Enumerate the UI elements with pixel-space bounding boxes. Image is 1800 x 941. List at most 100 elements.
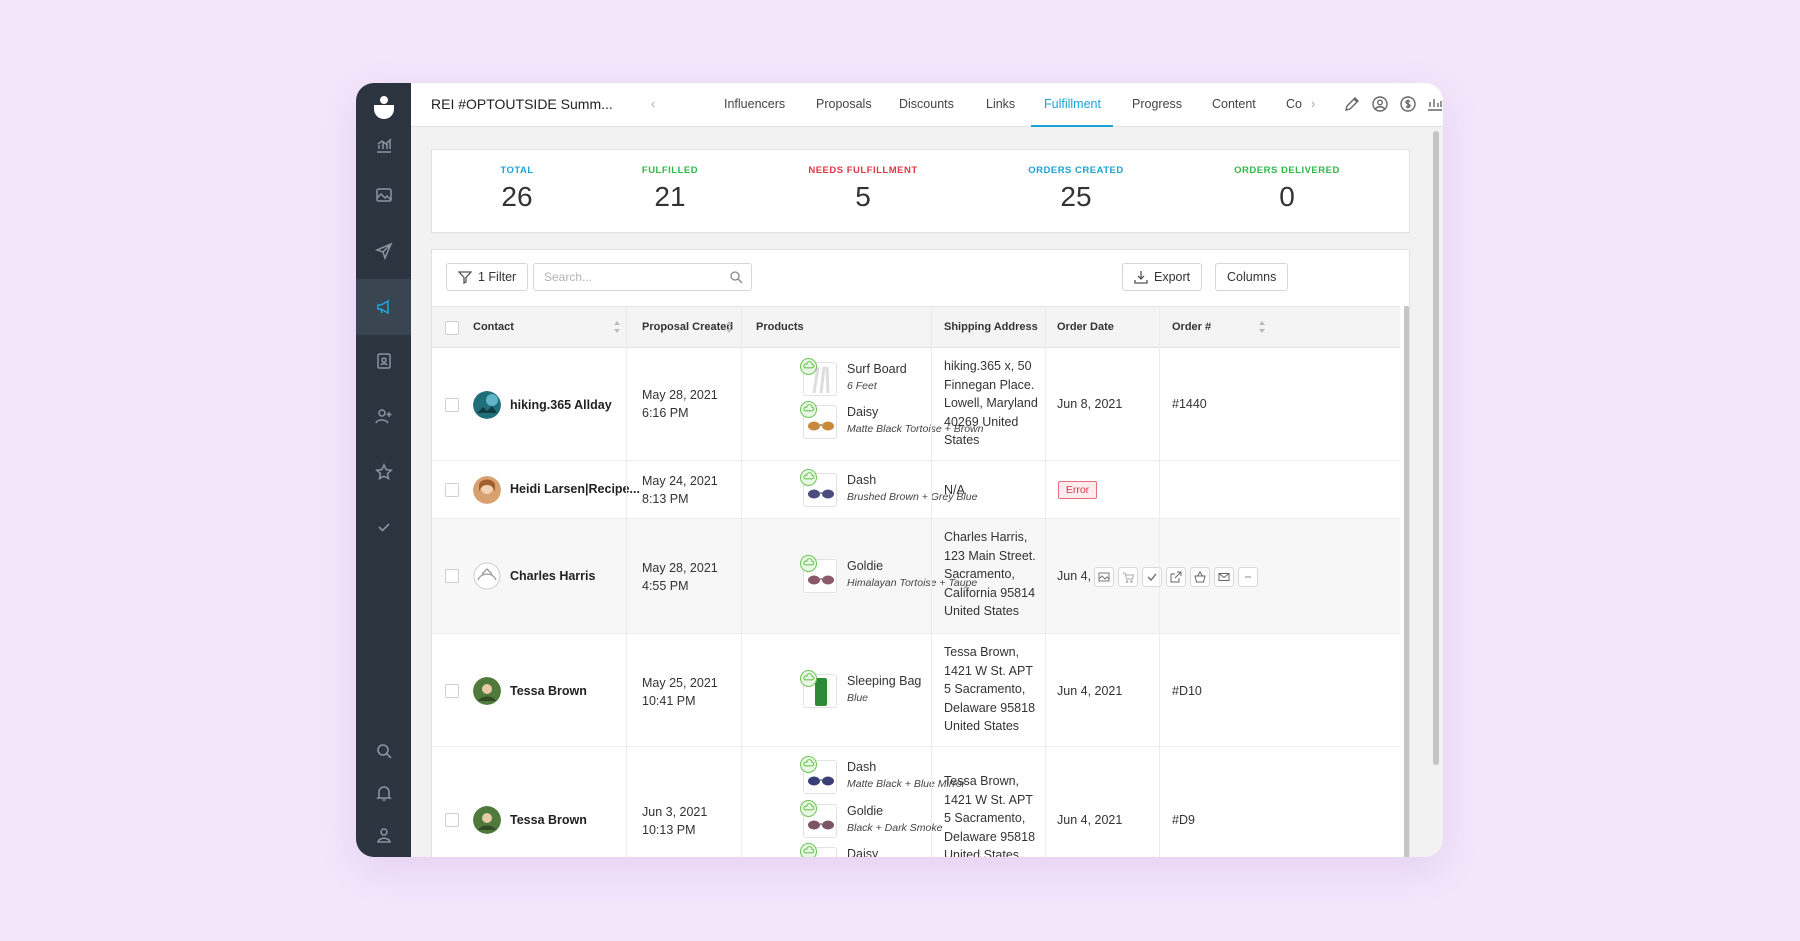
column-header-order-date[interactable]: Order Date bbox=[1057, 321, 1114, 333]
page-scrollbar-thumb[interactable] bbox=[1433, 131, 1439, 765]
stat-label: ORDERS DELIVERED bbox=[1234, 165, 1340, 176]
image-icon[interactable] bbox=[356, 170, 411, 220]
proposal-date: May 28, 2021 bbox=[642, 561, 718, 575]
error-badge[interactable]: Error bbox=[1058, 481, 1097, 499]
tab-progress[interactable]: Progress bbox=[1132, 97, 1183, 111]
table-row[interactable]: Charles Harris May 28, 2021 4:55 PM Gold… bbox=[432, 519, 1400, 634]
contact-name[interactable]: Tessa Brown bbox=[510, 813, 587, 827]
row-checkbox[interactable] bbox=[445, 684, 459, 698]
user-icon[interactable] bbox=[356, 810, 411, 857]
tabs-scroll-right-icon[interactable]: › bbox=[1311, 96, 1316, 111]
campaign-title[interactable]: REI #OPTOUTSIDE Summ... bbox=[431, 96, 613, 112]
check-icon[interactable] bbox=[356, 502, 411, 552]
order-number[interactable]: #D10 bbox=[1172, 684, 1202, 698]
add-user-icon[interactable] bbox=[356, 391, 411, 441]
brand-logo[interactable] bbox=[372, 95, 396, 125]
mail-icon[interactable] bbox=[1214, 567, 1234, 587]
product-item[interactable]: Daisy bbox=[800, 843, 993, 857]
order-number[interactable]: #D9 bbox=[1172, 813, 1195, 827]
user-circle-icon[interactable] bbox=[1371, 95, 1389, 113]
tab-proposals[interactable]: Proposals bbox=[816, 97, 872, 111]
external-link-icon[interactable] bbox=[1166, 567, 1186, 587]
row-checkbox[interactable] bbox=[445, 569, 459, 583]
contact-name[interactable]: Heidi Larsen|Recipe... bbox=[510, 482, 640, 496]
image-icon[interactable] bbox=[1094, 567, 1114, 587]
sort-icon[interactable] bbox=[725, 320, 733, 334]
address-line: United States bbox=[944, 719, 1020, 733]
columns-button[interactable]: Columns bbox=[1215, 263, 1289, 291]
product-name: Daisy bbox=[847, 847, 879, 857]
select-all-checkbox[interactable] bbox=[445, 321, 459, 335]
search-icon[interactable] bbox=[356, 726, 411, 776]
shipping-address: hiking.365 x, 50 Finnegan Place. Lowell,… bbox=[944, 357, 1038, 450]
cloud-upload-icon bbox=[800, 555, 817, 572]
row-checkbox[interactable] bbox=[445, 483, 459, 497]
row-checkbox[interactable] bbox=[445, 398, 459, 412]
export-button[interactable]: Export bbox=[1122, 263, 1203, 291]
check-icon[interactable] bbox=[1142, 567, 1162, 587]
table-scrollbar[interactable] bbox=[1404, 306, 1409, 857]
top-navigation: REI #OPTOUTSIDE Summ... ‹ Influencers Pr… bbox=[411, 83, 1443, 127]
search-input[interactable] bbox=[533, 263, 752, 291]
proposal-date: May 24, 2021 bbox=[642, 474, 718, 488]
product-item[interactable]: Dash Matte Black + Blue Mirror bbox=[800, 756, 993, 796]
filter-button[interactable]: 1 Filter bbox=[446, 263, 529, 291]
column-divider bbox=[741, 306, 742, 857]
contact-card-icon[interactable] bbox=[356, 336, 411, 386]
order-number[interactable]: #1440 bbox=[1172, 397, 1207, 411]
avatar bbox=[473, 677, 501, 705]
page-scrollbar[interactable] bbox=[1433, 131, 1439, 849]
more-icon[interactable] bbox=[1238, 567, 1258, 587]
product-item[interactable]: Sleeping Bag Blue bbox=[800, 670, 993, 710]
stat-orders-created: ORDERS CREATED 25 bbox=[1006, 165, 1146, 213]
megaphone-icon[interactable] bbox=[356, 279, 411, 335]
table-row[interactable]: Tessa Brown Jun 3, 2021 10:13 PM Dash Ma… bbox=[432, 747, 1400, 857]
column-header-products[interactable]: Products bbox=[756, 321, 804, 333]
column-header-contact[interactable]: Contact bbox=[473, 321, 514, 333]
product-item[interactable]: Goldie Himalayan Tortoise + Taupe bbox=[800, 555, 993, 595]
pencil-icon[interactable] bbox=[1343, 95, 1361, 113]
sort-icon[interactable] bbox=[613, 320, 621, 334]
table-row[interactable]: Heidi Larsen|Recipe... May 24, 2021 8:13… bbox=[432, 461, 1400, 519]
tab-content[interactable]: Content bbox=[1212, 97, 1256, 111]
order-date: Jun 4, bbox=[1057, 569, 1092, 583]
product-item[interactable]: Daisy Matte Black Tortoise + Brown bbox=[800, 401, 993, 441]
tab-fulfillment[interactable]: Fulfillment bbox=[1044, 97, 1101, 111]
cart-icon[interactable] bbox=[1118, 567, 1138, 587]
contact-name[interactable]: Charles Harris bbox=[510, 569, 596, 583]
analytics-icon[interactable] bbox=[356, 120, 411, 170]
table-row[interactable]: hiking.365 Allday May 28, 2021 6:16 PM S… bbox=[432, 348, 1400, 461]
tab-discounts[interactable]: Discounts bbox=[899, 97, 954, 111]
table-scrollbar-thumb[interactable] bbox=[1404, 306, 1409, 857]
filter-icon bbox=[458, 271, 472, 284]
product-item[interactable]: Goldie Black + Dark Smoke bbox=[800, 800, 993, 840]
tabs-scroll-left-icon[interactable]: ‹ bbox=[651, 96, 656, 111]
row-checkbox[interactable] bbox=[445, 813, 459, 827]
column-header-proposal-created[interactable]: Proposal Created bbox=[642, 321, 734, 333]
tab-links[interactable]: Links bbox=[986, 97, 1016, 111]
contact-name[interactable]: hiking.365 Allday bbox=[510, 398, 612, 412]
send-icon[interactable] bbox=[356, 226, 411, 276]
column-header-shipping-address[interactable]: Shipping Address bbox=[944, 321, 1038, 333]
avatar bbox=[473, 391, 501, 419]
product-variant: Blue bbox=[847, 692, 869, 704]
product-variant: Matte Black + Blue Mirror bbox=[847, 778, 966, 790]
product-variant: Matte Black Tortoise + Brown bbox=[847, 423, 984, 435]
address-line: 5 Sacramento, bbox=[944, 682, 1026, 696]
basket-icon[interactable] bbox=[1190, 567, 1210, 587]
product-item[interactable]: Surf Board 6 Feet bbox=[800, 358, 993, 398]
tab-co[interactable]: Co bbox=[1286, 97, 1302, 111]
table-row[interactable]: Tessa Brown May 25, 2021 10:41 PM Sleepi… bbox=[432, 634, 1400, 747]
product-item[interactable]: Dash Brushed Brown + Grey Blue bbox=[800, 469, 993, 509]
tab-influencers[interactable]: Influencers bbox=[724, 97, 786, 111]
column-header-order-number[interactable]: Order # bbox=[1172, 321, 1212, 333]
cloud-upload-icon bbox=[800, 756, 817, 773]
address-line: Delaware 95818 bbox=[944, 829, 1036, 844]
contact-name[interactable]: Tessa Brown bbox=[510, 684, 587, 698]
dollar-icon[interactable] bbox=[1399, 95, 1417, 113]
shipping-address: N/A bbox=[944, 483, 965, 497]
sort-icon[interactable] bbox=[1258, 320, 1266, 334]
bar-chart-icon[interactable] bbox=[1426, 95, 1443, 113]
bell-icon[interactable] bbox=[356, 768, 411, 818]
star-icon[interactable] bbox=[356, 447, 411, 497]
